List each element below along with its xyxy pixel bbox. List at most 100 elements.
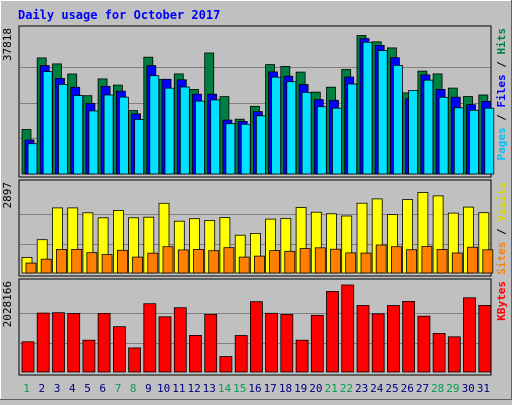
ymax-label-kbytes: 2028166 (1, 281, 14, 327)
x-tick-label-9: 9 (145, 382, 152, 395)
bar-pages-day-21 (332, 107, 342, 175)
bar-sites-day-1 (25, 262, 37, 274)
bar-sites-day-20 (314, 247, 326, 274)
bar-kbytes-day-4 (67, 313, 81, 373)
x-tick-label-22: 22 (340, 382, 353, 395)
bar-pages-day-6 (103, 94, 114, 175)
bar-sites-day-26 (406, 249, 418, 274)
bar-pages-day-3 (58, 84, 68, 175)
bar-sites-day-17 (269, 250, 281, 274)
bar-sites-day-4 (71, 248, 83, 274)
bar-sites-day-2 (40, 258, 52, 274)
bar-pages-day-2 (42, 71, 53, 175)
x-tick-label-28: 28 (431, 382, 444, 395)
x-tick-label-6: 6 (99, 382, 106, 395)
bar-pages-day-16 (255, 115, 266, 175)
bar-pages-day-15 (240, 123, 251, 175)
x-tick-label-3: 3 (54, 382, 61, 395)
bar-pages-day-26 (408, 90, 419, 175)
x-tick-label-16: 16 (248, 382, 261, 395)
bar-kbytes-day-7 (113, 326, 126, 373)
bar-sites-day-13 (208, 250, 220, 274)
bar-sites-day-29 (451, 252, 463, 274)
x-tick-label-11: 11 (172, 382, 185, 395)
bar-kbytes-day-10 (158, 316, 172, 373)
bar-kbytes-day-24 (371, 313, 385, 373)
bar-kbytes-day-27 (417, 315, 431, 373)
legend-separator: / (495, 55, 508, 75)
bar-sites-day-6 (101, 254, 113, 274)
chart-title: Daily usage for October 2017 (18, 8, 220, 22)
bar-kbytes-day-25 (386, 305, 400, 373)
bar-pages-day-29 (453, 107, 464, 175)
bar-pages-day-18 (286, 81, 297, 175)
ymax-label-hits: 37818 (1, 28, 14, 61)
bar-pages-day-8 (134, 119, 145, 175)
bar-pages-day-10 (164, 87, 175, 175)
bar-sites-day-10 (162, 246, 174, 274)
bar-sites-day-23 (360, 252, 372, 274)
legend-kbytes: KBytes (495, 281, 508, 321)
bar-kbytes-day-23 (356, 305, 370, 373)
x-tick-label-2: 2 (38, 382, 45, 395)
bar-pages-day-30 (469, 109, 479, 175)
bar-sites-day-15 (238, 256, 250, 274)
bar-pages-day-20 (316, 106, 327, 175)
x-tick-label-21: 21 (324, 382, 337, 395)
bar-sites-day-28 (436, 248, 448, 274)
bar-sites-day-24 (375, 244, 387, 274)
legend-hits: Pages / Files / Hits (495, 28, 508, 161)
x-tick-label-14: 14 (218, 382, 232, 395)
bar-pages-day-1 (27, 143, 38, 175)
bar-pages-day-17 (271, 76, 282, 175)
x-tick-label-31: 31 (477, 382, 490, 395)
bar-sites-day-30 (467, 246, 478, 274)
bar-kbytes-day-20 (310, 314, 324, 373)
bar-kbytes-day-15 (234, 335, 248, 373)
bar-pages-day-11 (179, 86, 190, 175)
bar-sites-day-8 (132, 256, 144, 274)
bar-sites-day-19 (299, 248, 311, 274)
x-tick-label-27: 27 (416, 382, 429, 395)
bar-kbytes-day-5 (82, 339, 96, 373)
bar-kbytes-day-30 (463, 297, 476, 373)
bar-pages-day-7 (119, 96, 129, 175)
bar-kbytes-day-12 (189, 334, 202, 373)
bar-sites-day-3 (56, 248, 67, 274)
bar-sites-day-16 (253, 255, 265, 274)
legend-sites: Sites (495, 242, 508, 275)
bar-kbytes-day-11 (173, 307, 187, 373)
x-tick-label-15: 15 (233, 382, 246, 395)
bar-pages-day-24 (377, 50, 388, 175)
bar-sites-day-7 (117, 249, 128, 274)
bar-pages-day-13 (210, 99, 221, 175)
bar-pages-day-19 (301, 92, 312, 175)
legend-pages: Pages (495, 127, 508, 160)
bar-pages-day-23 (362, 41, 373, 175)
bar-sites-day-21 (330, 248, 341, 274)
bar-kbytes-day-9 (143, 303, 157, 373)
bar-kbytes-day-8 (128, 347, 142, 373)
x-tick-label-7: 7 (115, 382, 122, 395)
x-tick-label-26: 26 (401, 382, 414, 395)
bar-kbytes-day-1 (21, 341, 35, 373)
bar-kbytes-day-3 (52, 312, 65, 373)
x-tick-label-1: 1 (23, 382, 30, 395)
legend-kbytes: KBytes (495, 281, 508, 321)
bar-sites-day-31 (482, 249, 494, 274)
bar-sites-day-18 (284, 250, 296, 274)
bar-sites-day-22 (345, 252, 357, 274)
bar-kbytes-day-6 (97, 312, 111, 373)
bar-pages-day-25 (392, 65, 403, 175)
bar-kbytes-day-19 (295, 339, 309, 373)
bar-sites-day-5 (86, 252, 98, 274)
bar-pages-day-22 (347, 83, 358, 175)
bar-kbytes-day-18 (280, 314, 294, 373)
x-tick-label-30: 30 (462, 382, 475, 395)
bar-sites-day-12 (193, 248, 204, 274)
legend-visits: Sites / Visits (495, 182, 508, 275)
bar-kbytes-day-14 (219, 356, 233, 373)
bar-pages-day-14 (225, 123, 236, 175)
legend-separator: / (495, 108, 508, 128)
